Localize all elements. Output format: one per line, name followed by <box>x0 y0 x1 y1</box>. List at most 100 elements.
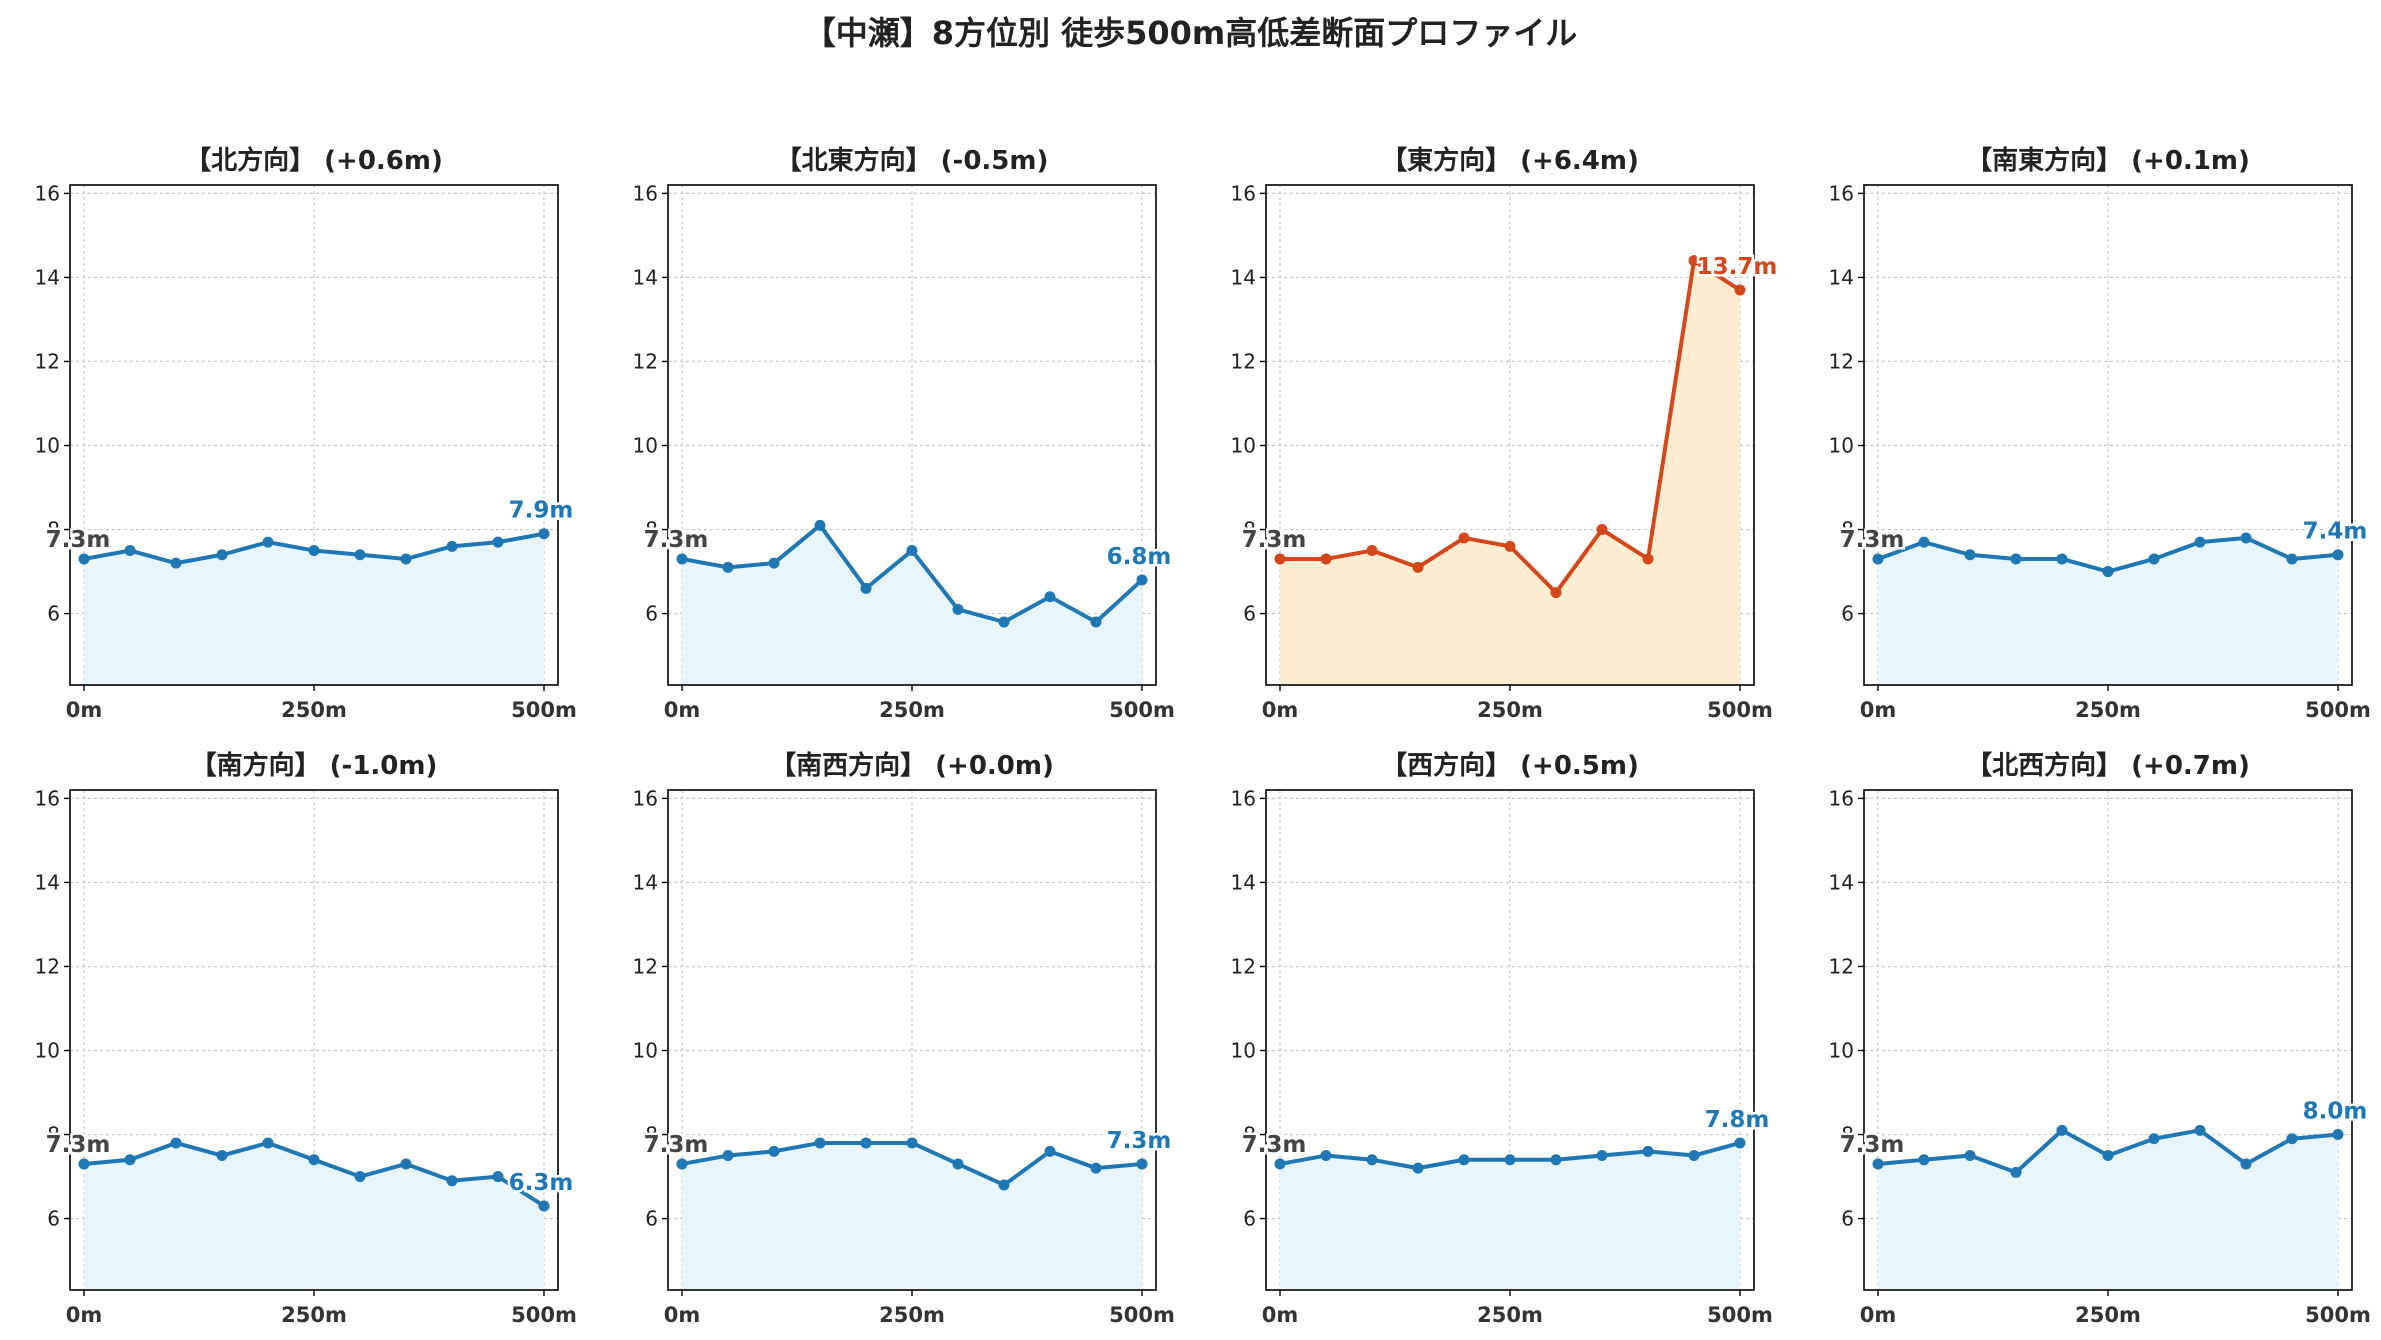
data-point <box>1090 1162 1102 1174</box>
y-tick-label: 6 <box>1841 1207 1854 1231</box>
y-tick-label: 14 <box>1829 870 1854 894</box>
y-tick-label: 10 <box>1829 1039 1854 1063</box>
y-tick-label: 6 <box>1243 1207 1256 1231</box>
start-label: 7.3m <box>1242 1132 1307 1158</box>
end-label: 8.0m <box>2303 1099 2368 1125</box>
x-tick-label: 500m <box>511 1303 577 1327</box>
y-tick-label: 16 <box>35 786 60 810</box>
y-tick-label: 12 <box>633 349 658 373</box>
data-point <box>1964 1150 1976 1162</box>
data-point <box>262 1137 274 1149</box>
data-point <box>1274 1158 1286 1170</box>
data-point <box>78 1158 90 1170</box>
x-tick-label: 0m <box>1860 698 1897 722</box>
start-label: 7.3m <box>644 527 709 553</box>
y-tick-label: 10 <box>1231 434 1256 458</box>
data-point <box>952 1158 964 1170</box>
y-tick-label: 8 <box>645 1123 658 1147</box>
data-point <box>2010 553 2022 565</box>
data-point <box>1274 553 1286 565</box>
x-tick-label: 250m <box>1477 698 1543 722</box>
area-fill <box>1280 1142 1740 1290</box>
x-tick-label: 500m <box>1109 698 1175 722</box>
subplot-title: 【北東方向】 (-0.5m) <box>776 145 1049 176</box>
data-point <box>2102 1150 2114 1162</box>
data-point <box>308 1154 320 1166</box>
subplot-title: 【南東方向】 (+0.1m) <box>1966 145 2250 176</box>
x-tick-label: 0m <box>1860 1303 1897 1327</box>
x-tick-label: 0m <box>664 1303 701 1327</box>
y-tick-label: 14 <box>1829 265 1854 289</box>
data-point <box>1642 553 1654 565</box>
y-tick-label: 12 <box>633 954 658 978</box>
data-point <box>952 603 964 615</box>
x-tick-label: 0m <box>66 698 103 722</box>
start-label: 7.3m <box>46 1132 111 1158</box>
x-tick-label: 0m <box>1262 1303 1299 1327</box>
data-point <box>400 1158 412 1170</box>
data-point <box>2286 553 2298 565</box>
x-tick-label: 0m <box>664 698 701 722</box>
start-label: 7.3m <box>1840 527 1905 553</box>
data-point <box>1872 553 1884 565</box>
data-point <box>814 519 826 531</box>
data-point <box>1642 1145 1654 1157</box>
data-point <box>1596 1150 1608 1162</box>
y-tick-label: 10 <box>1829 434 1854 458</box>
y-tick-label: 6 <box>47 1207 60 1231</box>
data-point <box>78 553 90 565</box>
x-tick-label: 500m <box>1707 698 1773 722</box>
data-point <box>1366 545 1378 557</box>
start-label: 7.3m <box>1242 527 1307 553</box>
data-point <box>446 540 458 552</box>
subplot-2: 【東方向】 (+6.4m) 6 8 10 12 14 16 0m 250m 500m 7.3m 13.… <box>1231 145 1780 722</box>
data-point <box>676 1158 688 1170</box>
data-point <box>2148 1133 2160 1145</box>
y-tick-label: 16 <box>633 786 658 810</box>
x-tick-label: 0m <box>1262 698 1299 722</box>
data-point <box>1090 616 1102 628</box>
y-tick-label: 10 <box>633 1039 658 1063</box>
y-tick-label: 14 <box>1231 870 1256 894</box>
data-point <box>446 1175 458 1187</box>
subplot-title: 【西方向】 (+0.5m) <box>1381 750 1639 781</box>
data-point <box>998 1179 1010 1191</box>
x-tick-label: 250m <box>879 1303 945 1327</box>
x-tick-label: 250m <box>1477 1303 1543 1327</box>
y-tick-label: 14 <box>633 870 658 894</box>
subplot-0: 【北方向】 (+0.6m) 6 8 10 12 14 16 0m 250m 500m 7.3m 7.9… <box>35 145 577 722</box>
data-point <box>2010 1166 2022 1178</box>
data-point <box>722 561 734 573</box>
subplot-title: 【北方向】 (+0.6m) <box>185 145 443 176</box>
data-point <box>906 1137 918 1149</box>
data-point <box>216 1150 228 1162</box>
data-point <box>2240 532 2252 544</box>
x-tick-label: 500m <box>511 698 577 722</box>
data-point <box>1044 591 1056 603</box>
y-tick-label: 14 <box>35 265 60 289</box>
y-tick-label: 12 <box>1829 954 1854 978</box>
subplot-title: 【南西方向】 (+0.0m) <box>770 750 1054 781</box>
y-tick-label: 12 <box>35 349 60 373</box>
data-point <box>538 1200 550 1212</box>
start-label: 7.3m <box>644 1132 709 1158</box>
end-label: 6.3m <box>509 1170 574 1196</box>
data-point <box>216 549 228 561</box>
data-point <box>722 1150 734 1162</box>
subplot-3: 【南東方向】 (+0.1m) 6 8 10 12 14 16 0m 250m 500m 7.3m 7.… <box>1829 145 2371 722</box>
data-point <box>170 1137 182 1149</box>
end-label: 7.4m <box>2303 519 2368 545</box>
data-point <box>400 553 412 565</box>
data-point <box>860 582 872 594</box>
data-point <box>1964 549 1976 561</box>
x-tick-label: 250m <box>2075 1303 2141 1327</box>
subplot-4: 【南方向】 (-1.0m) 6 8 10 12 14 16 0m 250m 500m 7.3m 6.3… <box>35 750 577 1327</box>
y-tick-label: 10 <box>633 434 658 458</box>
data-point <box>2194 1124 2206 1136</box>
data-point <box>676 553 688 565</box>
data-point <box>1136 574 1148 586</box>
data-point <box>2056 553 2068 565</box>
data-point <box>1688 1150 1700 1162</box>
end-label: 7.9m <box>509 498 574 524</box>
data-point <box>1320 1150 1332 1162</box>
